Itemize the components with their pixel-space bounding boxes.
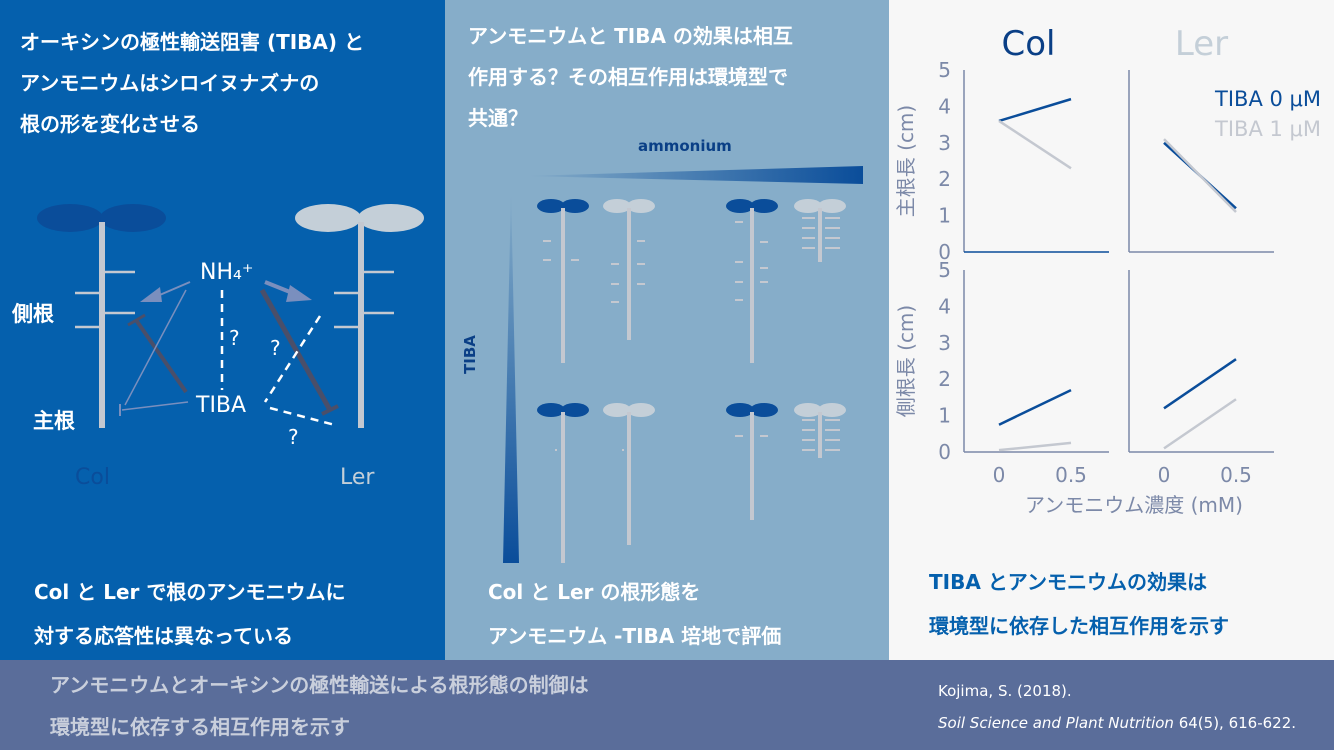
- ler-cotyledon-left: [295, 204, 361, 232]
- nh4-inhibit-ler: [259, 288, 333, 412]
- col-cotyledon-left: [37, 204, 103, 232]
- seedling-col-r1c2: [726, 199, 778, 363]
- y-tick-label: 1: [938, 204, 951, 228]
- ler-dashed-1: [263, 315, 322, 403]
- series-line-col-tiba0: [998, 388, 1072, 426]
- ler-cotyledon-right: [358, 204, 424, 232]
- question-mark-3: ?: [288, 425, 299, 449]
- results-chart: Col Ler 0 1 2 3 4 5 主根長 (cm) 0 1 2 3 4 5 側根長 (cm) 0 0.5 0 0…: [894, 24, 1321, 517]
- y-tick-label: 5: [938, 258, 951, 282]
- experiment-diagram: [503, 166, 863, 563]
- x-tick-label: 0.5: [1055, 463, 1087, 487]
- panel2-title-line2: 作用する？その相互作用は環境型で: [468, 65, 788, 89]
- seedling-col-r2c2: [726, 403, 778, 520]
- series-line-ler-tiba0: [1163, 358, 1237, 410]
- y-tick-label: 1: [938, 404, 951, 428]
- ler-dashed-2: [269, 406, 336, 427]
- y-tick-label: 4: [938, 294, 951, 318]
- seedling-ler-r1c1: [603, 199, 655, 340]
- panel3-caption-line1: TIBA とアンモニウムの効果は: [929, 570, 1207, 594]
- tiba-inhibit-col-lateral: [134, 318, 188, 394]
- seedling-ler-r2c1: [603, 403, 655, 545]
- summary-line1: アンモニウムとオーキシンの極性輸送による根形態の制御は: [50, 673, 589, 697]
- panel1-caption-line1: Col と Ler で根のアンモニウムに: [34, 580, 346, 604]
- col-label: Col: [75, 465, 110, 490]
- summary-line2: 環境型に依存する相互作用を示す: [50, 715, 350, 739]
- panel2-title-line1: アンモニウムと TIBA の効果は相互: [468, 24, 793, 48]
- x-tick-label: 0: [1158, 463, 1171, 487]
- tiba-label: TIBA: [196, 393, 247, 418]
- y-tick-label: 3: [938, 331, 951, 355]
- y-tick-label: 4: [938, 94, 951, 118]
- question-mark-1: ?: [229, 326, 240, 350]
- y-tick-label: 5: [938, 58, 951, 82]
- y-tick-label: 2: [938, 167, 951, 191]
- citation-author: Kojima, S. (2018).: [938, 682, 1072, 700]
- y-tick-label: 0: [938, 440, 951, 464]
- panel1-caption-line2: 対する応答性は異なっている: [34, 624, 293, 648]
- series-line-col-tiba1: [998, 119, 1072, 170]
- legend-tiba1: TIBA 1 μM: [1214, 117, 1321, 141]
- y-tick-label: 2: [938, 367, 951, 391]
- x-tick-label: 0: [993, 463, 1006, 487]
- x-tick-label: 0.5: [1220, 463, 1252, 487]
- seedling-col-r2c1: [537, 403, 589, 563]
- summary-bar: アンモニウムとオーキシンの極性輸送による根形態の制御は 環境型に依存する相互作用…: [0, 660, 1334, 750]
- ler-label: Ler: [340, 465, 375, 490]
- ammonium-gradient-wedge: [525, 166, 863, 184]
- citation-source: Soil Science and Plant Nutrition 64(5), …: [938, 714, 1296, 732]
- panel1-title-line1: オーキシンの極性輸送阻害 (TIBA) と: [20, 30, 365, 54]
- seedling-ler-r2c2: [794, 403, 846, 458]
- seedling-ler-r1c2: [794, 199, 846, 262]
- panel-hypothesis: オーキシンの極性輸送阻害 (TIBA) と アンモニウムはシロイヌナズナの 根の…: [0, 0, 445, 660]
- panel-results: Col Ler 0 1 2 3 4 5 主根長 (cm) 0 1 2 3 4 5 側根長 (cm) 0 0.5 0 0…: [889, 0, 1334, 660]
- col-lateral-roots: [75, 270, 135, 329]
- column-header-ler: Ler: [1175, 24, 1228, 64]
- panel1-title-line3: 根の形を変化させる: [20, 112, 200, 136]
- y-tick-label: 0: [938, 240, 951, 264]
- main-root-label: 主根: [33, 409, 75, 433]
- column-header-col: Col: [1002, 24, 1056, 64]
- ammonium-axis-label: ammonium: [638, 137, 732, 155]
- y-axis-label-row2: 側根長 (cm): [894, 305, 918, 417]
- series-line-col-tiba1: [998, 441, 1072, 452]
- series-line-ler-tiba1: [1163, 398, 1237, 450]
- tiba-gradient-wedge: [503, 190, 519, 563]
- panel1-title-line2: アンモニウムはシロイヌナズナの: [20, 71, 320, 95]
- question-mark-2: ?: [270, 336, 281, 360]
- tiba-axis-label: TIBA: [461, 335, 479, 374]
- nh4-label: NH₄⁺: [200, 260, 254, 285]
- root-diagram: [37, 204, 424, 428]
- series-line-ler-tiba1: [1163, 138, 1237, 213]
- series-line-col-tiba0: [998, 97, 1072, 123]
- panel3-caption-line2: 環境型に依存した相互作用を示す: [929, 614, 1229, 638]
- nh4-to-col-thin: [124, 289, 187, 406]
- col-cotyledon-right: [100, 204, 166, 232]
- citation-detail: 64(5), 616-622.: [1173, 714, 1297, 732]
- panel2-title-line3: 共通？: [468, 106, 528, 130]
- seedling-col-r1c1: [537, 199, 589, 363]
- y-axis-label-row1: 主根長 (cm): [894, 105, 918, 217]
- panel2-caption-line2: アンモニウム -TIBA 培地で評価: [488, 624, 782, 648]
- legend-tiba0: TIBA 0 μM: [1214, 87, 1321, 111]
- y-tick-label: 3: [938, 131, 951, 155]
- lateral-root-label: 側根: [12, 302, 54, 326]
- ler-lateral-roots: [334, 270, 394, 329]
- panel-experiment: アンモニウムと TIBA の効果は相互 作用する？その相互作用は環境型で 共通？…: [445, 0, 889, 660]
- citation-journal: Soil Science and Plant Nutrition: [938, 714, 1174, 732]
- panel2-caption-line1: Col と Ler の根形態を: [488, 580, 701, 604]
- x-axis-label: アンモニウム濃度 (mM): [1025, 493, 1243, 517]
- tiba-inhibit-col-main: [121, 401, 189, 411]
